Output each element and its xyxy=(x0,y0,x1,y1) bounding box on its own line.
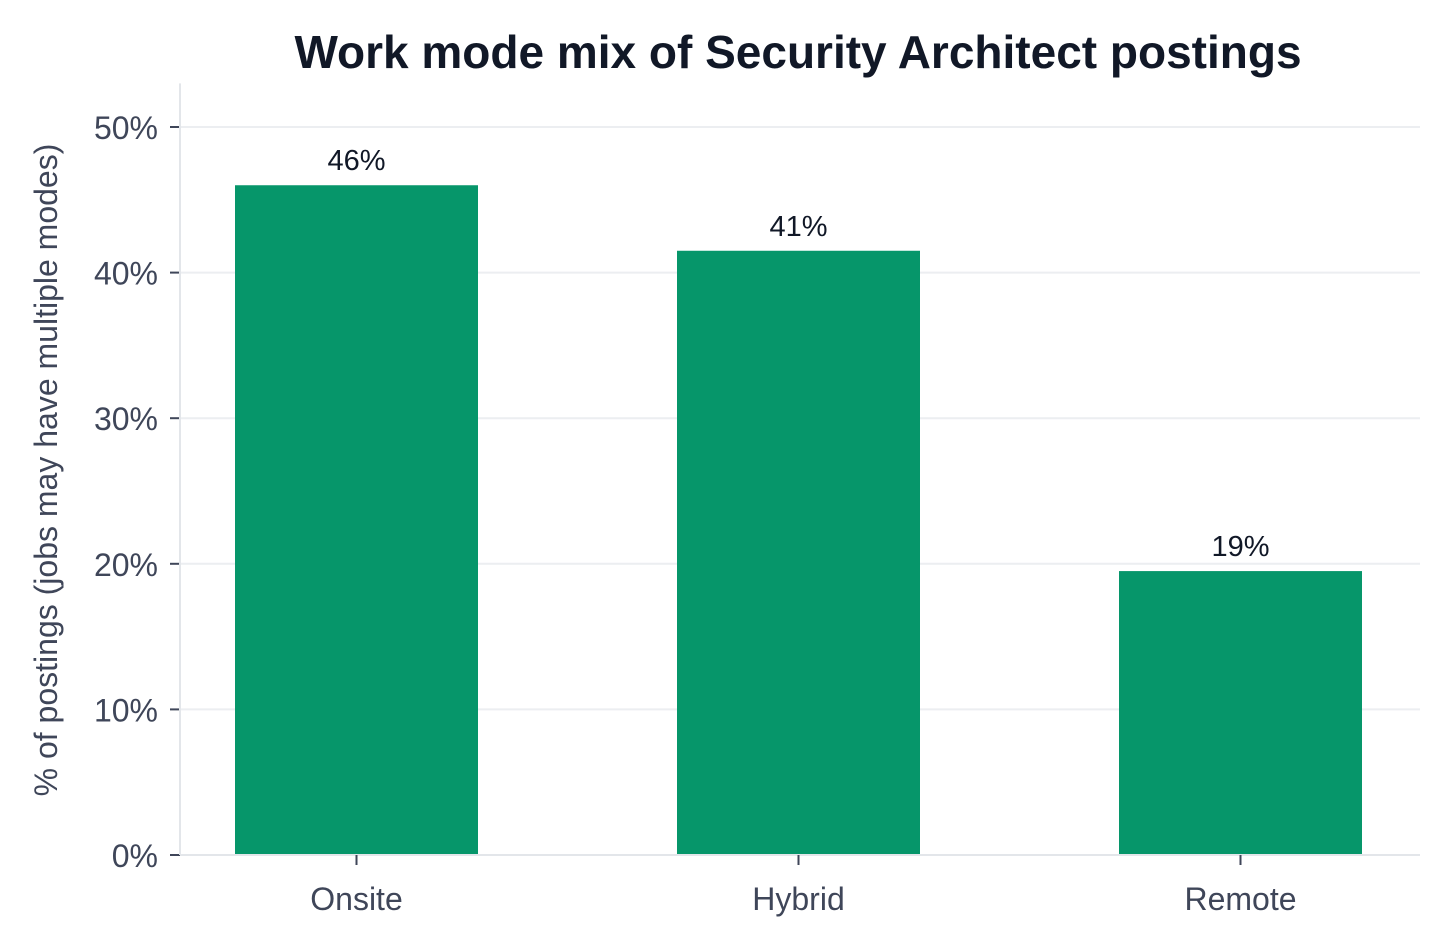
y-tick-label: 10% xyxy=(94,692,158,728)
bars xyxy=(235,185,1362,856)
y-tick-label: 50% xyxy=(94,110,158,146)
y-tick-label: 40% xyxy=(94,256,158,292)
bar-remote xyxy=(1119,571,1362,855)
y-tick-label: 0% xyxy=(112,838,158,874)
data-label: 19% xyxy=(1211,531,1269,563)
y-tick-label: 30% xyxy=(94,401,158,437)
x-tick-label: Onsite xyxy=(310,881,402,917)
bar-hybrid xyxy=(677,250,920,855)
y-tick-label: 20% xyxy=(94,547,158,583)
x-tick-label: Remote xyxy=(1184,881,1296,917)
chart-title: Work mode mix of Security Architect post… xyxy=(294,26,1301,78)
data-labels: 46% 41% 19% xyxy=(327,145,1269,563)
y-axis-label: % of postings (jobs may have multiple mo… xyxy=(28,144,64,797)
x-tick-label: Hybrid xyxy=(752,881,844,917)
data-label: 41% xyxy=(769,211,827,243)
data-label: 46% xyxy=(327,145,385,177)
bar-onsite xyxy=(235,185,478,856)
axes: 0% 10% 20% 30% 40% 50% Onsite Hybrid Remote xyxy=(94,83,1420,917)
